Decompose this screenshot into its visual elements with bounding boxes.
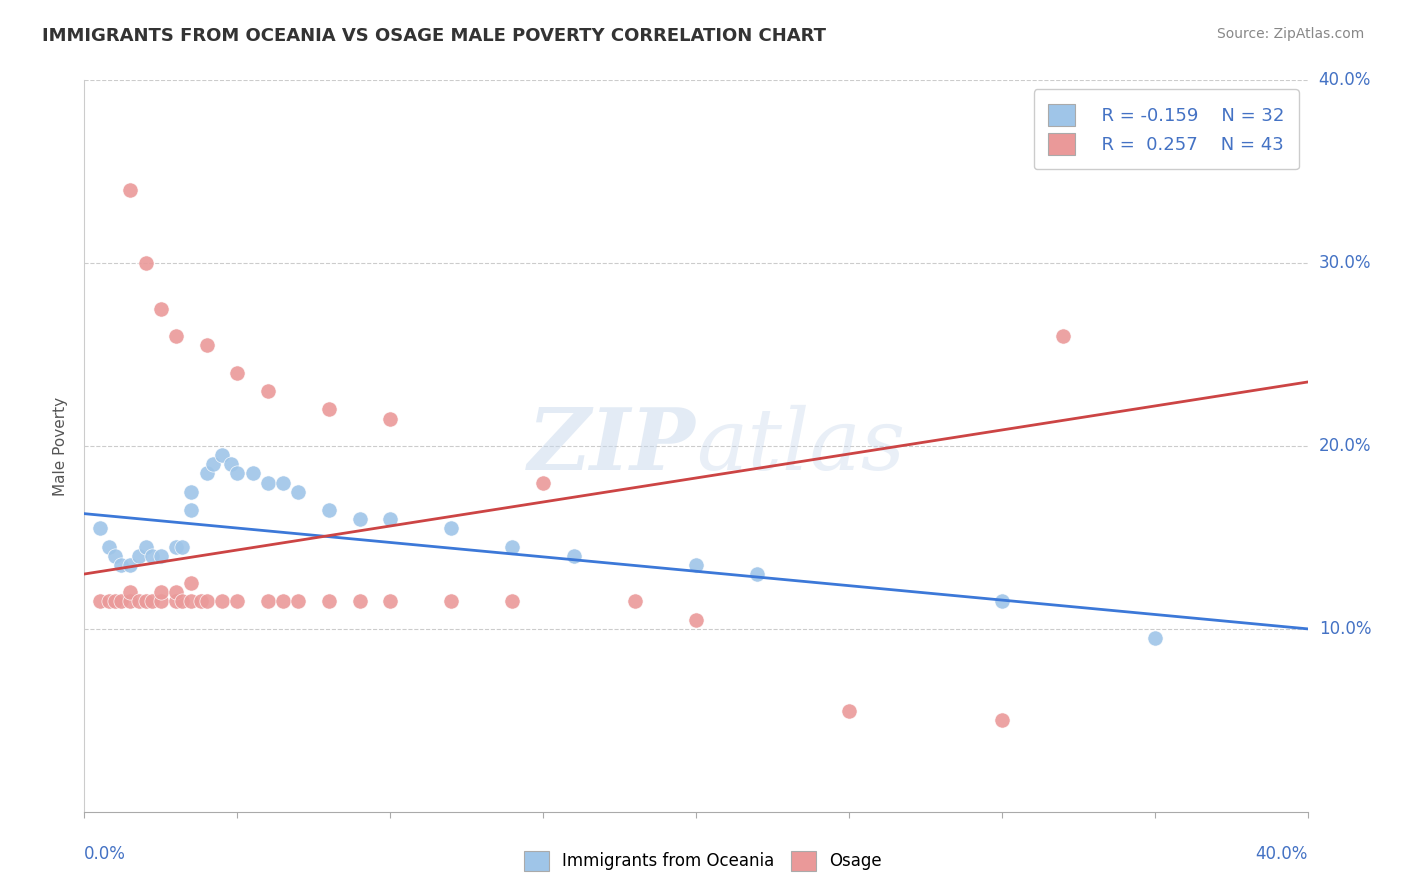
Point: [149, 594, 172, 608]
Point: [318, 402, 340, 417]
Point: [120, 558, 142, 572]
Point: [747, 567, 769, 582]
Point: [380, 411, 402, 425]
Point: [104, 549, 127, 563]
Point: [257, 384, 280, 399]
Point: [271, 475, 294, 490]
Point: [165, 329, 187, 343]
Text: 0.0%: 0.0%: [84, 845, 127, 863]
Point: [440, 594, 463, 608]
Point: [242, 467, 264, 481]
Text: atlas: atlas: [696, 405, 905, 487]
Point: [211, 594, 233, 608]
Point: [165, 585, 187, 599]
Point: [165, 540, 187, 554]
Point: [287, 484, 309, 499]
Point: [89, 521, 111, 535]
Point: [120, 585, 142, 599]
Point: [1052, 329, 1074, 343]
Point: [624, 594, 647, 608]
Point: [104, 594, 127, 608]
Point: [110, 558, 132, 572]
Point: [226, 467, 249, 481]
Point: [128, 594, 150, 608]
Point: [226, 366, 249, 380]
Point: [318, 503, 340, 517]
Y-axis label: Male Poverty: Male Poverty: [53, 396, 69, 496]
Point: [190, 594, 212, 608]
Point: [502, 540, 524, 554]
Point: [195, 338, 218, 352]
Point: [380, 594, 402, 608]
Text: Source: ZipAtlas.com: Source: ZipAtlas.com: [1216, 27, 1364, 41]
Point: [685, 558, 707, 572]
Point: [531, 475, 554, 490]
Point: [201, 458, 224, 472]
Text: 40.0%: 40.0%: [1256, 845, 1308, 863]
Point: [991, 714, 1014, 728]
Legend:   R = -0.159    N = 32,   R =  0.257    N = 43: R = -0.159 N = 32, R = 0.257 N = 43: [1033, 89, 1299, 169]
Point: [287, 594, 309, 608]
Point: [838, 704, 860, 718]
Point: [349, 594, 371, 608]
Point: [141, 549, 163, 563]
Text: 40.0%: 40.0%: [1319, 71, 1371, 89]
Point: [318, 594, 340, 608]
Point: [165, 594, 187, 608]
Point: [257, 594, 280, 608]
Point: [180, 594, 202, 608]
Point: [180, 503, 202, 517]
Text: 30.0%: 30.0%: [1319, 254, 1371, 272]
Point: [1143, 631, 1166, 645]
Point: [380, 512, 402, 526]
Point: [149, 301, 172, 316]
Point: [97, 540, 120, 554]
Point: [180, 576, 202, 591]
Point: [89, 594, 111, 608]
Point: [149, 585, 172, 599]
Point: [120, 594, 142, 608]
Point: [219, 458, 242, 472]
Point: [149, 549, 172, 563]
Point: [128, 549, 150, 563]
Point: [271, 594, 294, 608]
Text: IMMIGRANTS FROM OCEANIA VS OSAGE MALE POVERTY CORRELATION CHART: IMMIGRANTS FROM OCEANIA VS OSAGE MALE PO…: [42, 27, 827, 45]
Point: [135, 256, 157, 270]
Point: [195, 594, 218, 608]
Point: [502, 594, 524, 608]
Legend: Immigrants from Oceania, Osage: Immigrants from Oceania, Osage: [516, 842, 890, 880]
Text: 20.0%: 20.0%: [1319, 437, 1371, 455]
Point: [685, 613, 707, 627]
Point: [562, 549, 585, 563]
Point: [440, 521, 463, 535]
Point: [257, 475, 280, 490]
Point: [211, 448, 233, 462]
Point: [226, 594, 249, 608]
Point: [97, 594, 120, 608]
Point: [195, 467, 218, 481]
Point: [135, 540, 157, 554]
Point: [120, 183, 142, 197]
Point: [135, 594, 157, 608]
Point: [172, 540, 194, 554]
Point: [991, 594, 1014, 608]
Point: [110, 594, 132, 608]
Point: [349, 512, 371, 526]
Point: [172, 594, 194, 608]
Point: [180, 484, 202, 499]
Text: ZIP: ZIP: [529, 404, 696, 488]
Text: 10.0%: 10.0%: [1319, 620, 1371, 638]
Point: [141, 594, 163, 608]
